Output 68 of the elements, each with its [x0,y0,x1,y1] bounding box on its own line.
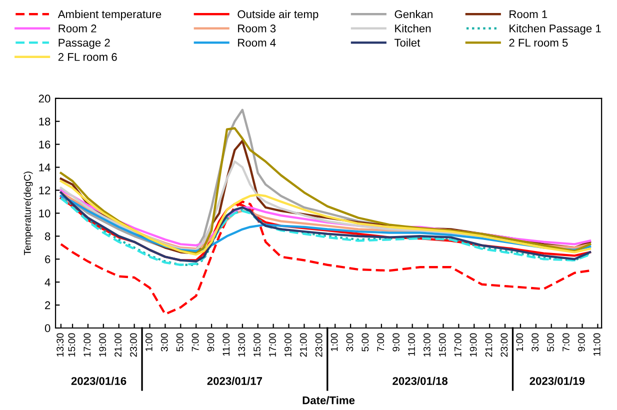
legend-label: 2 FL room 6 [58,53,117,61]
y-tick-label: 6 [45,255,50,264]
x-tick-label: 1:00 [330,333,338,352]
x-tick-label: 11:00 [593,333,600,356]
x-tick-label: 19:00 [99,333,106,356]
x-axis-title: Date/Time [302,396,355,404]
x-tick-label: 21:00 [114,333,122,357]
text: 2023/01/16 [71,376,126,386]
x-tick-label: 17:00 [84,333,91,356]
legend-label: Toilet [394,38,420,47]
x-tick-label: 1:00 [516,333,524,352]
legend-label: Room 3 [238,24,276,32]
legend-label: Room 1 [510,10,548,18]
text: 2023/01/18 [392,376,448,386]
legend-label: Kitchen Passage 1 [510,24,601,35]
x-tick-label: 3:00 [532,333,539,352]
x-tick-label: 23:00 [315,333,322,357]
x-tick-label: 15:00 [68,333,76,356]
x-tick-label: 9:00 [207,333,214,352]
x-tick-label: 5:00 [362,333,369,352]
y-tick-label: 4 [44,278,50,286]
legend-label: 2 FL room 5 [509,38,568,47]
y-tick-label: 14 [39,164,50,172]
line-series [60,200,592,316]
x-tick-label: 19:00 [284,333,292,356]
x-tick-label: 3:00 [346,333,354,352]
x-tick-label: 15:00 [254,333,260,356]
x-tick-label: 7:00 [562,333,570,352]
y-tick-label: 16 [39,140,50,148]
x-tick-label: 3:00 [160,333,168,352]
x-tick-label: 21:00 [300,333,307,357]
x-tick-label: 19:00 [470,333,477,356]
legend-label: Genkan [394,10,432,18]
y-tick-label: 18 [39,118,50,126]
x-tick-label: 7:00 [192,333,199,352]
legend-label: Room 4 [238,38,276,47]
x-tick-label: 21:00 [485,333,492,357]
y-axis-title: Temperature(degC) [24,172,33,256]
x-tick-label: 9:00 [578,333,585,352]
y-tick-label: 12 [39,186,50,194]
x-tick-label: 11:00 [222,333,230,356]
y-tick-label: 10 [39,209,50,218]
x-tick-label: 13:00 [238,333,246,356]
legend-label: Kitchen [395,24,431,32]
y-tick-label: 20 [38,94,50,103]
x-tick-label: 1:00 [145,333,152,352]
x-tick-label: 23:00 [130,333,137,357]
text: 2023/01/19 [530,376,585,386]
x-tick-label: 11:00 [408,333,415,356]
x-tick-label: 15:00 [438,333,446,356]
x-tick-label: 23:00 [500,333,508,357]
y-tick-label: 2 [45,301,50,310]
line-series [60,180,592,256]
y-tick-label: 0 [44,324,50,332]
x-tick-label: 5:00 [547,333,554,352]
text: 2023/01/17 [207,376,262,386]
x-tick-label: 5:00 [176,333,184,352]
x-tick-label: 7:00 [377,333,384,352]
legend-label: Passage 2 [58,38,110,49]
x-tick-label: 9:00 [392,333,400,352]
legend-label: Room 2 [58,24,96,32]
x-tick-label: 17:00 [454,333,462,356]
x-tick-label: 13:30 [56,333,64,356]
x-tick-label: 17:00 [269,333,276,356]
legend-label: Ambient temperature [58,10,162,20]
y-tick-label: 8 [44,232,50,240]
x-tick-label: 13:00 [424,333,430,356]
legend-label: Outside air temp [238,10,318,20]
